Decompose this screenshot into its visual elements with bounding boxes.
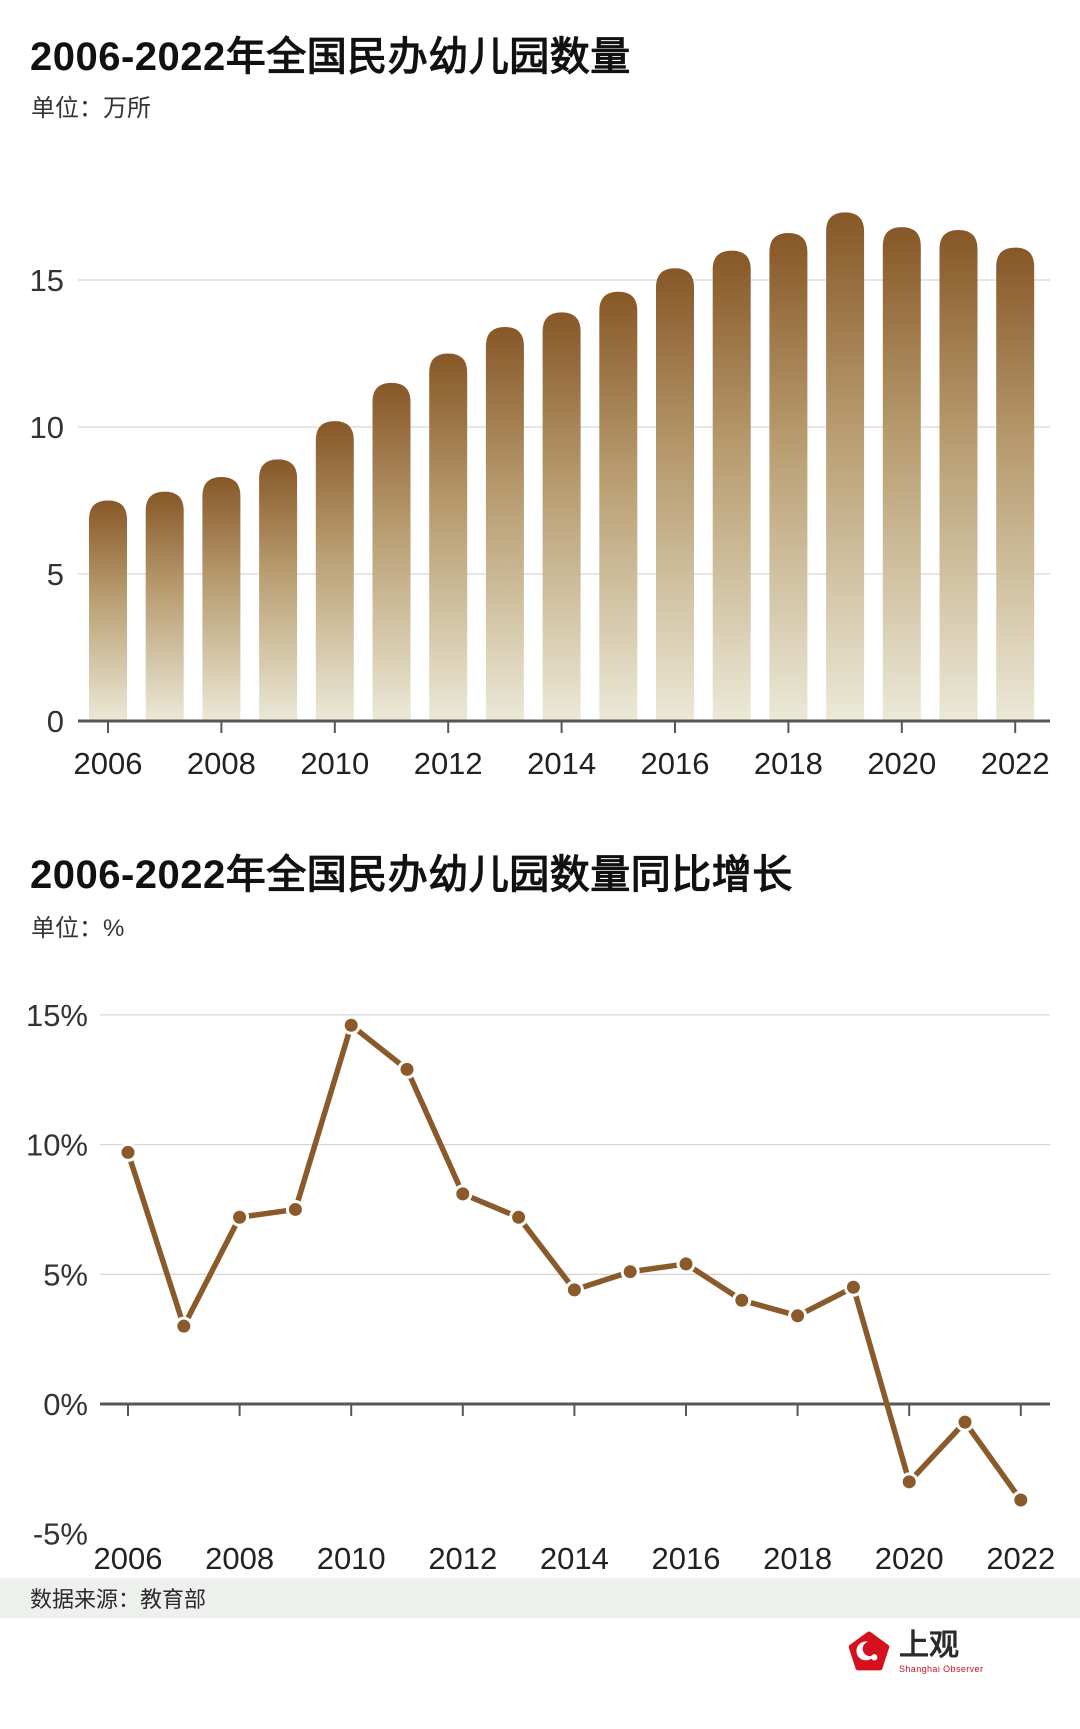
x-tick-label: 2020 bbox=[875, 1541, 944, 1576]
data-point-2009 bbox=[285, 1199, 305, 1219]
y-tick-label: 5% bbox=[43, 1257, 88, 1292]
bar-chart-unit-label: 单位：万所 bbox=[31, 95, 151, 122]
brand-logo: 上观 Shanghai Observer bbox=[848, 1630, 983, 1674]
bar-2006 bbox=[89, 500, 127, 721]
x-tick-label: 2010 bbox=[300, 746, 369, 781]
line-chart-title: 2006-2022年全国民办幼儿园数量同比增长 bbox=[30, 853, 793, 897]
bar-2019 bbox=[826, 212, 865, 721]
x-tick-label: 2008 bbox=[187, 746, 256, 781]
y-tick-label: 5 bbox=[47, 557, 64, 592]
y-tick-label: 0 bbox=[47, 704, 64, 739]
data-point-2014 bbox=[564, 1280, 584, 1300]
data-point-2022 bbox=[1011, 1490, 1031, 1510]
x-tick-label: 2020 bbox=[867, 746, 936, 781]
data-point-2008 bbox=[230, 1207, 250, 1227]
bar-2013 bbox=[485, 327, 524, 721]
data-source-text: 数据来源：教育部 bbox=[30, 1587, 207, 1612]
logo-subtitle: Shanghai Observer bbox=[899, 1664, 984, 1674]
bar-2017 bbox=[712, 250, 751, 721]
data-point-2011 bbox=[397, 1059, 417, 1079]
logo-swirl-dot bbox=[871, 1654, 878, 1661]
data-point-2013 bbox=[509, 1207, 529, 1227]
y-tick-label: 15% bbox=[26, 998, 88, 1033]
bar-2010 bbox=[315, 421, 354, 721]
y-tick-label: 15 bbox=[30, 263, 64, 298]
x-tick-label: 2010 bbox=[317, 1541, 386, 1576]
data-point-2017 bbox=[732, 1290, 752, 1310]
bar-2009 bbox=[259, 459, 298, 721]
x-tick-label: 2016 bbox=[641, 746, 710, 781]
data-point-2020 bbox=[899, 1472, 919, 1492]
x-tick-label: 2006 bbox=[74, 746, 143, 781]
data-point-2019 bbox=[843, 1277, 863, 1297]
y-tick-label: 0% bbox=[43, 1387, 88, 1422]
x-tick-label: 2008 bbox=[205, 1541, 274, 1576]
y-tick-label: 10% bbox=[26, 1128, 88, 1163]
shanghai-observer-icon bbox=[848, 1631, 890, 1671]
data-point-2012 bbox=[453, 1184, 473, 1204]
bar-2020 bbox=[882, 227, 921, 721]
x-tick-label: 2016 bbox=[652, 1541, 721, 1576]
data-point-2007 bbox=[174, 1316, 194, 1336]
x-tick-label: 2006 bbox=[94, 1541, 163, 1576]
bar-2007 bbox=[145, 491, 184, 721]
bar-2015 bbox=[599, 291, 638, 721]
x-tick-label: 2018 bbox=[763, 1541, 832, 1576]
bar-2018 bbox=[769, 232, 808, 721]
bar-2014 bbox=[542, 312, 581, 721]
bar-2016 bbox=[656, 268, 694, 721]
data-point-2015 bbox=[620, 1262, 640, 1282]
data-point-2021 bbox=[955, 1412, 975, 1432]
bar-2012 bbox=[429, 353, 468, 721]
bar-2021 bbox=[939, 230, 978, 721]
x-tick-label: 2012 bbox=[428, 1541, 497, 1576]
data-source-bar: 数据来源：教育部 bbox=[0, 1578, 1080, 1618]
logo-name: 上观 bbox=[899, 1629, 959, 1662]
y-tick-label: 10 bbox=[30, 410, 64, 445]
data-point-2016 bbox=[676, 1254, 696, 1274]
x-tick-label: 2018 bbox=[754, 746, 823, 781]
data-point-2010 bbox=[341, 1015, 361, 1035]
data-point-2018 bbox=[788, 1306, 808, 1326]
bar-chart-title: 2006-2022年全国民办幼儿园数量 bbox=[30, 35, 631, 79]
x-tick-label: 2022 bbox=[981, 746, 1050, 781]
bar-2011 bbox=[372, 382, 411, 721]
y-tick-label: -5% bbox=[33, 1517, 88, 1552]
bar-2008 bbox=[202, 476, 241, 721]
x-tick-label: 2012 bbox=[414, 746, 483, 781]
x-tick-label: 2022 bbox=[986, 1541, 1055, 1576]
bar-chart: 0 5 10 15 2006 2008 2010 2012 2014 2016 2018 2020 20… bbox=[30, 212, 1050, 781]
data-point-2006 bbox=[118, 1142, 138, 1162]
bar-2022 bbox=[996, 247, 1035, 721]
logo-swirl-inner bbox=[862, 1641, 878, 1657]
line-chart-unit-label: 单位：% bbox=[31, 915, 125, 942]
line-chart: 15% 10% 5% 0% -5%2006 2008 2010 2012 2014 2016 201… bbox=[26, 998, 1055, 1576]
x-tick-label: 2014 bbox=[527, 746, 596, 781]
x-tick-label: 2014 bbox=[540, 1541, 609, 1576]
growth-line bbox=[125, 1022, 1024, 1503]
